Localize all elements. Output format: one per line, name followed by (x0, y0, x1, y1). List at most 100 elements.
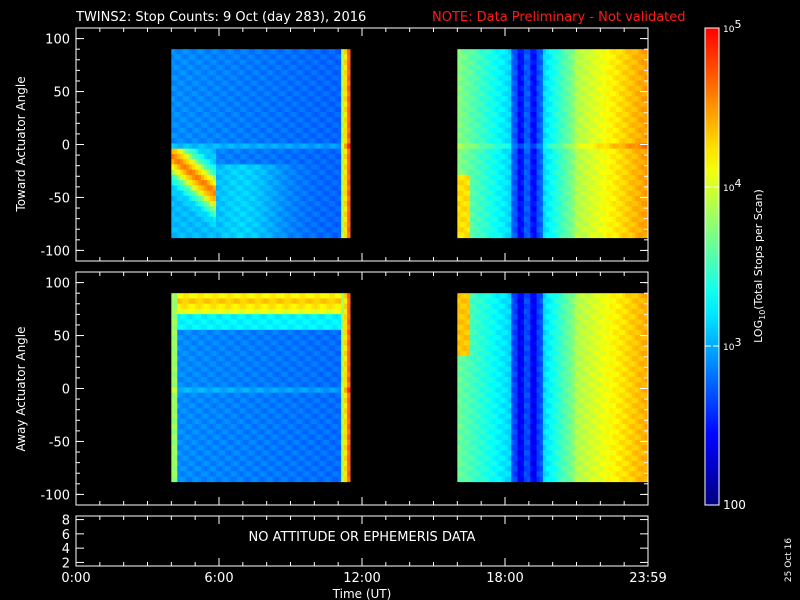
heatmap-cell (609, 91, 614, 97)
heatmap-cell (514, 70, 518, 76)
heatmap-cell (266, 174, 271, 181)
heatmap-cell (485, 174, 490, 181)
heatmap-cell (198, 465, 202, 472)
toward-ylabel: Toward Actuator Angle (14, 76, 28, 212)
heatmap-cell (219, 211, 223, 218)
heatmap-cell (498, 180, 503, 186)
heatmap-cell (213, 350, 217, 357)
heatmap-cell (549, 138, 553, 144)
heatmap-cell (221, 54, 226, 61)
heatmap-cell (485, 227, 490, 233)
heatmap-cell (546, 70, 550, 76)
heatmap-cell (485, 232, 490, 239)
heatmap-cell (638, 195, 642, 202)
heatmap-cell (204, 329, 208, 336)
heatmap-cell (227, 164, 232, 171)
heatmap-cell (625, 143, 629, 150)
heatmap-cell (299, 138, 303, 144)
heatmap-cell (257, 59, 262, 66)
heatmap-cell (177, 195, 181, 202)
heatmap-cell (527, 106, 531, 113)
heatmap-cell (517, 85, 522, 92)
heatmap-cell (622, 132, 626, 139)
heatmap-cell (242, 227, 247, 233)
heatmap-cell (492, 185, 496, 191)
heatmap-cell (634, 80, 639, 87)
heatmap-cell (533, 106, 537, 113)
heatmap-cell (216, 450, 220, 456)
heatmap-cell (236, 112, 241, 118)
heatmap-cell (207, 211, 211, 218)
heatmap-cell (233, 216, 238, 223)
heatmap-cell (201, 169, 205, 176)
heatmap-cell (210, 180, 214, 186)
heatmap-cell (219, 445, 223, 451)
heatmap-cell (638, 91, 642, 97)
heatmap-cell (463, 216, 468, 223)
heatmap-cell (180, 49, 184, 55)
heatmap-cell (335, 159, 339, 165)
heatmap-cell (492, 227, 496, 233)
heatmap-cell (542, 206, 547, 212)
heatmap-cell (552, 143, 556, 150)
heatmap-cell (263, 138, 268, 144)
heatmap-cell (514, 195, 518, 202)
heatmap-cell (180, 392, 184, 399)
heatmap-cell (338, 138, 342, 144)
heatmap-cell (638, 59, 642, 66)
heatmap-cell (341, 64, 345, 71)
heatmap-cell (207, 382, 211, 388)
heatmap-cell (542, 132, 547, 139)
heatmap-cell (254, 75, 259, 82)
heatmap-cell (317, 106, 321, 113)
heatmap-cell (638, 132, 642, 139)
heatmap-cell (536, 127, 541, 134)
heatmap-cell (470, 153, 474, 160)
heatmap-cell (219, 96, 223, 102)
heatmap-cell (615, 64, 620, 71)
heatmap-cell (625, 59, 629, 66)
heatmap-cell (460, 190, 465, 197)
heatmap-cell (565, 80, 569, 87)
heatmap-cell (625, 164, 629, 171)
heatmap-cell (628, 190, 633, 197)
heatmap-cell (275, 153, 279, 160)
heatmap-cell (508, 127, 512, 134)
heatmap-cell (606, 153, 610, 160)
heatmap-cell (539, 80, 544, 87)
heatmap-cell (257, 190, 262, 197)
heatmap-cell (227, 206, 232, 212)
heatmap-cell (210, 164, 214, 171)
heatmap-cell (504, 80, 509, 87)
heatmap-cell (574, 122, 579, 129)
heatmap-cell (549, 190, 553, 197)
heatmap-cell (180, 376, 184, 383)
heatmap-cell (612, 138, 617, 144)
heatmap-cell (641, 64, 645, 71)
heatmap-cell (470, 54, 474, 61)
heatmap-cell (568, 195, 572, 202)
heatmap-cell (201, 413, 205, 420)
heatmap-cell (198, 303, 202, 310)
heatmap-cell (596, 195, 601, 202)
heatmap-cell (593, 70, 598, 76)
heatmap-cell (625, 64, 629, 71)
heatmap-cell (565, 169, 569, 176)
heatmap-cell (266, 232, 271, 239)
heatmap-cell (219, 293, 223, 299)
heatmap-cell (577, 85, 582, 92)
heatmap-cell (492, 132, 496, 139)
heatmap-cell (555, 138, 560, 144)
heatmap-cell (587, 112, 591, 118)
heatmap-cell (216, 138, 220, 144)
heatmap-cell (606, 164, 610, 171)
heatmap-cell (308, 227, 312, 233)
heatmap-cell (296, 185, 300, 191)
heatmap-cell (320, 180, 324, 186)
heatmap-cell (341, 153, 345, 160)
heatmap-cell (314, 159, 318, 165)
heatmap-cell (631, 49, 636, 55)
heatmap-cell (293, 232, 297, 239)
heatmap-cell (227, 169, 232, 176)
heatmap-cell (609, 216, 614, 223)
